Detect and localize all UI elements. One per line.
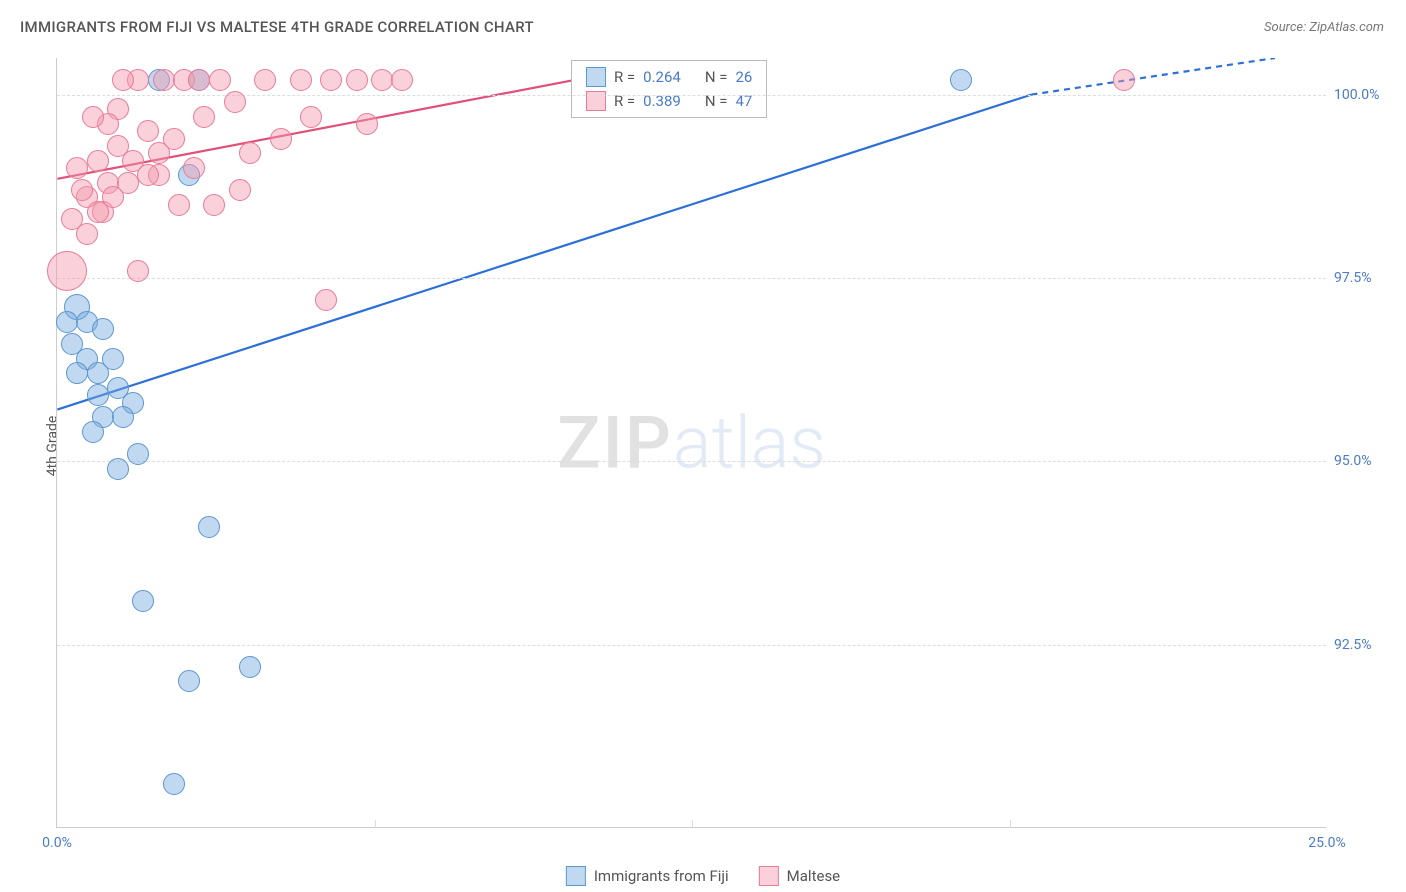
y-tick-label: 97.5% [1334,270,1394,286]
data-point [87,384,109,406]
watermark: ZIPatlas [557,400,826,485]
data-point [224,91,246,113]
data-point [132,590,154,612]
x-tick-minor [692,820,693,828]
data-point [346,69,368,91]
y-tick-label: 95.0% [1334,453,1394,469]
gridline-horizontal [57,278,1326,279]
legend-stat-row: R =0.389N =47 [572,89,766,113]
data-point [137,164,159,186]
x-tick-label: 25.0% [1308,835,1346,851]
source-attribution: Source: ZipAtlas.com [1264,20,1384,35]
y-tick-label: 92.5% [1334,637,1394,653]
data-point [320,69,342,91]
data-point [66,157,88,179]
data-point [391,69,413,91]
data-point [188,69,210,91]
correlation-stats-legend: R = 0.264 N = 26 R =0.389N =47 [571,60,767,118]
legend-r-label: R = [614,68,635,86]
data-point [1113,69,1135,91]
data-point [290,69,312,91]
data-point [178,670,200,692]
data-point [148,142,170,164]
legend-swatch [566,866,586,886]
data-point [209,69,231,91]
data-point [270,128,292,150]
gridline-horizontal [57,461,1326,462]
data-point [254,69,276,91]
legend-n-value: 26 [735,68,752,86]
data-point [950,69,972,91]
legend-item: Immigrants from Fiji [566,866,729,886]
data-point [371,69,393,91]
legend-label: Immigrants from Fiji [594,867,729,885]
data-point [153,69,175,91]
data-point [239,142,261,164]
gridline-horizontal [57,95,1326,96]
x-tick-minor [1010,820,1011,828]
data-point [229,179,251,201]
data-point [163,773,185,795]
data-point [92,318,114,340]
y-tick-label: 100.0% [1334,87,1394,103]
data-point [87,150,109,172]
legend-n-label: N = [705,68,728,86]
trendlines-layer [57,58,1326,827]
data-point [102,186,124,208]
data-point [107,458,129,480]
data-point [56,311,78,333]
chart-title: IMMIGRANTS FROM FIJI VS MALTESE 4TH GRAD… [20,18,534,36]
legend-swatch [586,67,606,87]
watermark-atlas: atlas [673,400,826,485]
data-point [66,362,88,384]
data-point [203,194,225,216]
legend-label: Maltese [787,867,840,885]
legend-swatch [759,866,779,886]
legend-r-value: 0.264 [643,68,681,86]
x-tick-label: 0.0% [42,835,72,851]
x-tick-minor [375,820,376,828]
watermark-zip: ZIP [557,400,673,485]
data-point [168,194,190,216]
data-point [82,421,104,443]
data-point [239,656,261,678]
data-point [127,260,149,282]
data-point [82,106,104,128]
data-point [193,106,215,128]
data-point [112,69,134,91]
legend-stat-row: R = 0.264 N = 26 [572,65,766,89]
legend-item: Maltese [759,866,840,886]
data-point [71,179,93,201]
data-point [137,120,159,142]
data-point [198,516,220,538]
data-point [300,106,322,128]
data-point [315,289,337,311]
data-point [356,113,378,135]
data-point [183,157,205,179]
data-point [127,443,149,465]
data-point [47,251,87,291]
scatter-plot-area: ZIPatlas R =0.264N =26R =0.389N =47 92.5… [56,58,1326,828]
series-legend: Immigrants from Fiji Maltese [566,866,840,886]
gridline-horizontal [57,645,1326,646]
data-point [76,223,98,245]
data-point [112,406,134,428]
data-point [87,362,109,384]
